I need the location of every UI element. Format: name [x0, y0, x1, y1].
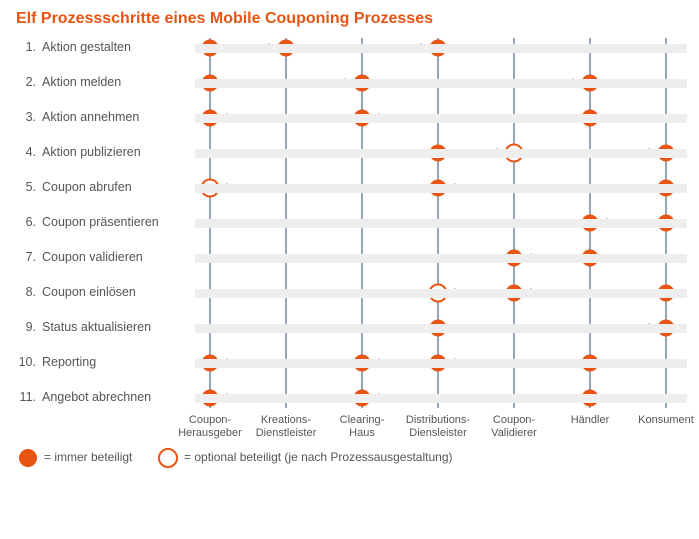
step-label: Coupon abrufen	[42, 180, 132, 194]
row-band	[195, 114, 687, 123]
step-label: Coupon präsentieren	[42, 215, 159, 229]
row-band	[195, 184, 687, 193]
step-number: 8.	[14, 285, 36, 299]
step-label: Aktion annehmen	[42, 110, 139, 124]
step-number: 5.	[14, 180, 36, 194]
row-band	[195, 79, 687, 88]
step-label: Status aktualisieren	[42, 320, 151, 334]
step-number: 9.	[14, 320, 36, 334]
step-number: 7.	[14, 250, 36, 264]
actor-label: Distributions-Diensleister	[398, 414, 478, 440]
step-label: Coupon validieren	[42, 250, 143, 264]
step-label: Coupon einlösen	[42, 285, 136, 299]
step-number: 10.	[14, 355, 36, 369]
row-band	[195, 324, 687, 333]
step-number: 6.	[14, 215, 36, 229]
legend-optional: = optional beteiligt (je nach Prozessaus…	[184, 450, 453, 464]
step-number: 2.	[14, 75, 36, 89]
step-number: 11.	[14, 390, 36, 404]
step-number: 3.	[14, 110, 36, 124]
actor-label: Clearing-Haus	[322, 414, 402, 440]
actor-label: Konsument	[626, 414, 699, 427]
actor-label: Coupon-Herausgeber	[170, 414, 250, 440]
row-band	[195, 149, 687, 158]
actor-label: Händler	[550, 414, 630, 427]
step-label: Aktion gestalten	[42, 40, 131, 54]
row-band	[195, 394, 687, 403]
legend-always: = immer beteiligt	[44, 450, 132, 464]
actor-label: Kreations-Dienstleister	[246, 414, 326, 440]
row-band	[195, 219, 687, 228]
step-label: Reporting	[42, 355, 96, 369]
step-label: Angebot abrechnen	[42, 390, 151, 404]
step-label: Aktion publizieren	[42, 145, 141, 159]
row-band	[195, 359, 687, 368]
step-number: 1.	[14, 40, 36, 54]
step-label: Aktion melden	[42, 75, 121, 89]
row-band	[195, 44, 687, 53]
row-band	[195, 289, 687, 298]
actor-label: Coupon-Validierer	[474, 414, 554, 440]
row-band	[195, 254, 687, 263]
step-number: 4.	[14, 145, 36, 159]
